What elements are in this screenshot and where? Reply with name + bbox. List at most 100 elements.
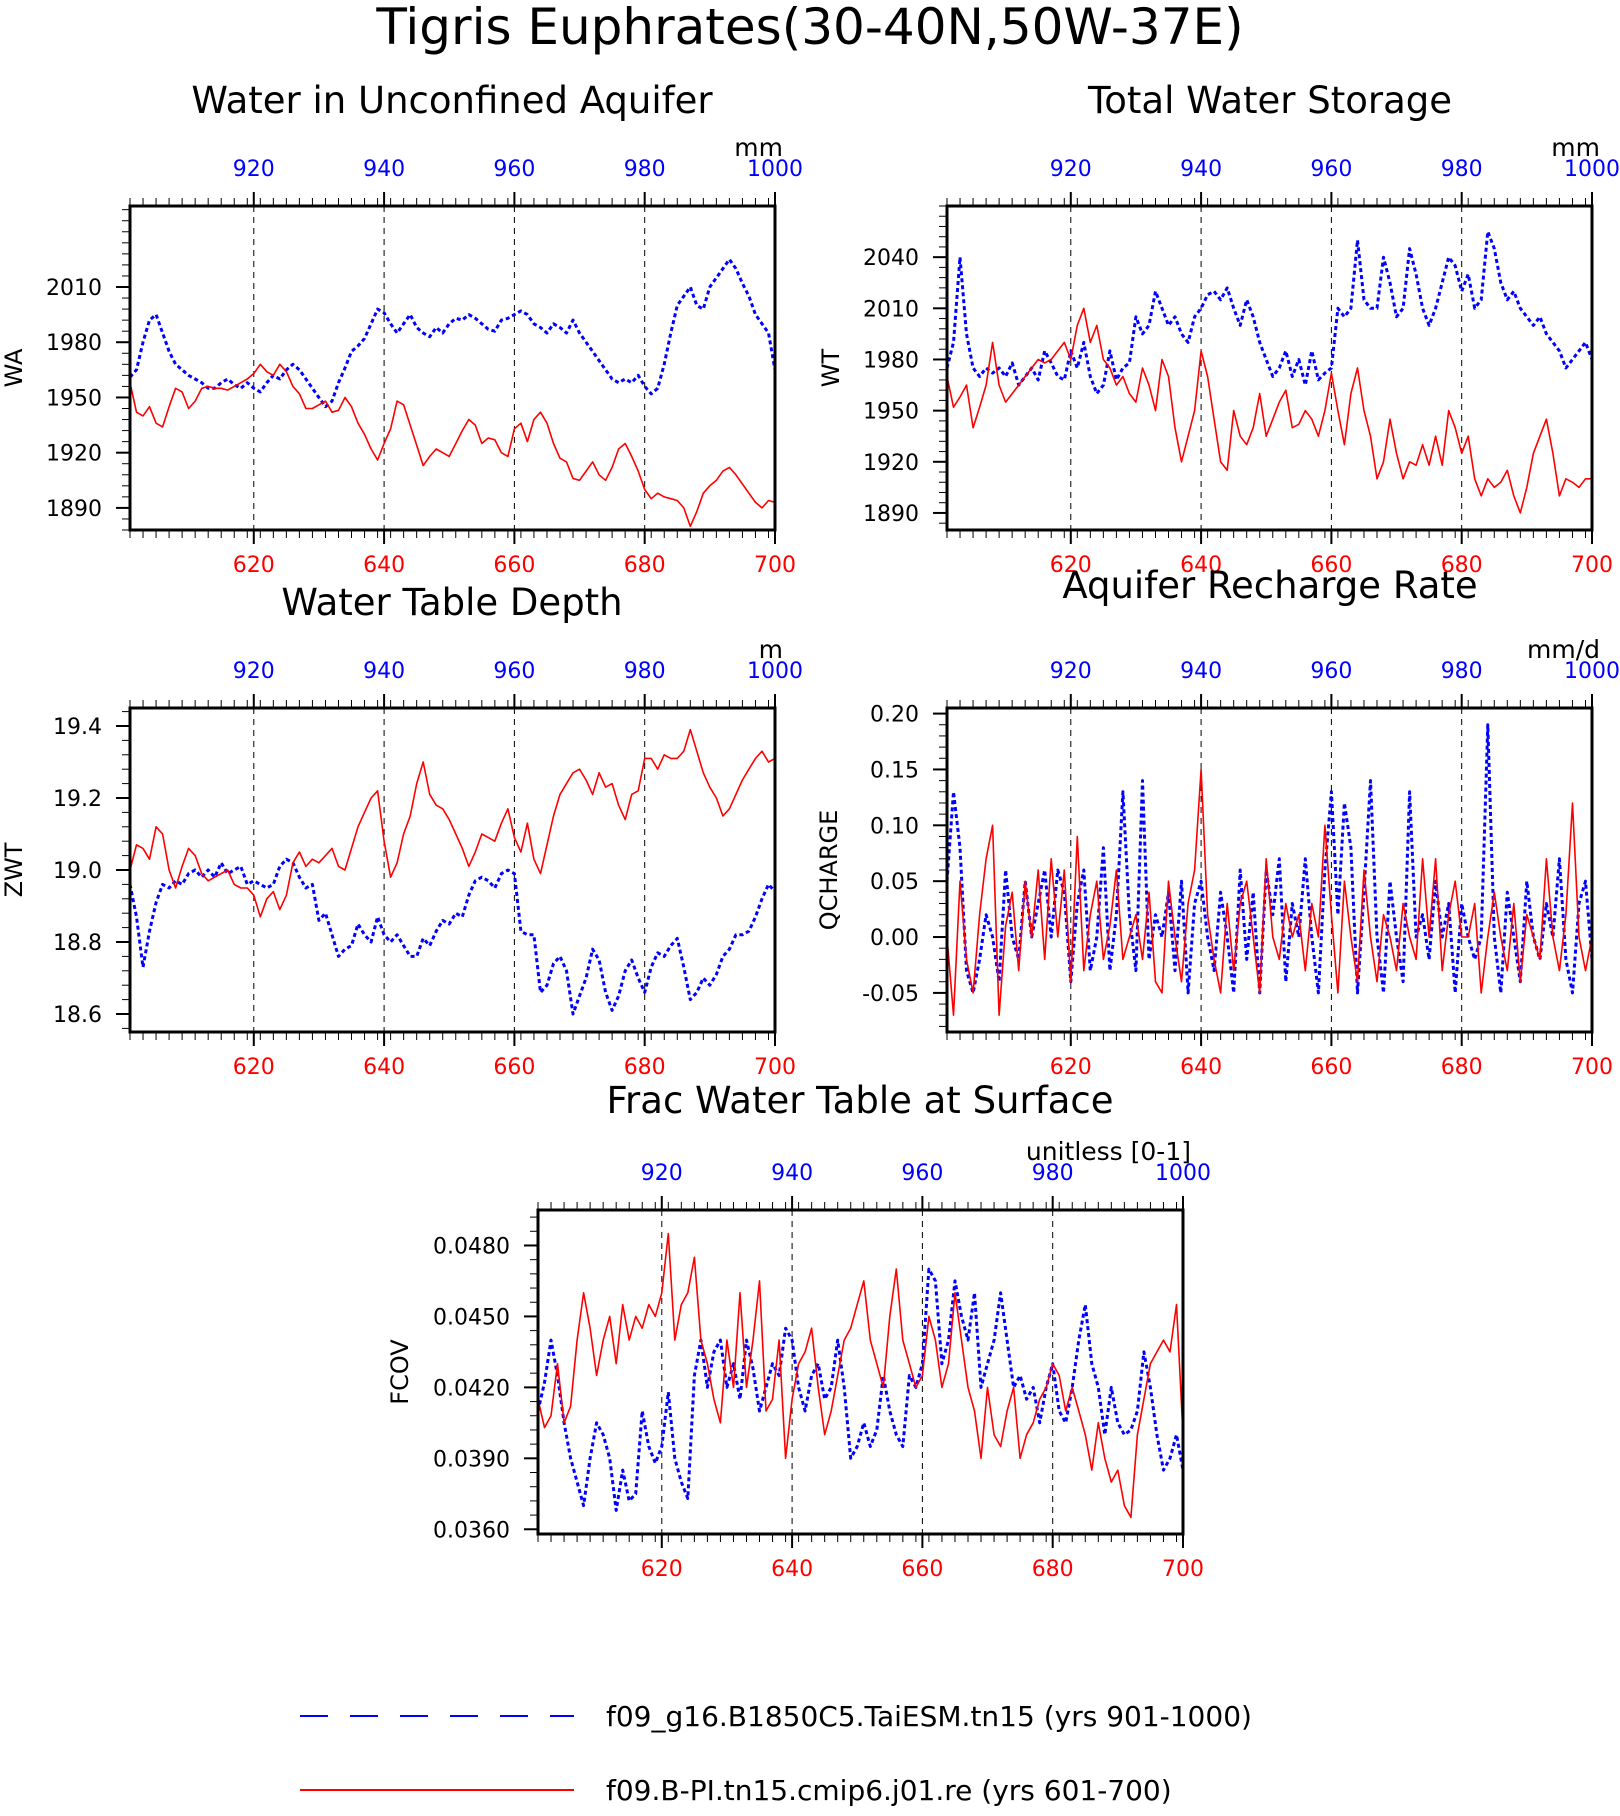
tick-label-bottom: 620 <box>1050 1055 1092 1080</box>
tick-label-top: 1000 <box>747 659 803 684</box>
tick-label-top: 980 <box>624 659 666 684</box>
tick-label-left: 1950 <box>863 400 919 425</box>
tick-label-bottom: 640 <box>1180 553 1222 578</box>
tick-label-top: 920 <box>1050 659 1092 684</box>
tick-label-top: 920 <box>1050 157 1092 182</box>
tick-label-top: 1000 <box>747 157 803 182</box>
tick-label-left: 19.4 <box>53 715 102 740</box>
legend: f09_g16.B1850C5.TaiESM.tn15 (yrs 901-100… <box>300 1700 1252 1807</box>
y-axis-label: FCOV <box>386 1339 414 1405</box>
tick-label-left: 0.15 <box>870 758 919 783</box>
series-line-blue <box>128 857 777 1016</box>
tick-label-bottom: 640 <box>363 1055 405 1080</box>
tick-label-left: 1980 <box>46 331 102 356</box>
tick-label-bottom: 700 <box>754 1055 796 1080</box>
tick-label-top: 980 <box>1032 1161 1074 1186</box>
panel-title: Water Table Depth <box>281 581 622 624</box>
panel-title: Frac Water Table at Surface <box>606 1079 1113 1122</box>
plot-frame <box>945 204 1594 532</box>
y-axis-label: ZWT <box>0 842 28 897</box>
y-axis-label: WA <box>0 348 28 387</box>
tick-label-top: 980 <box>1441 659 1483 684</box>
panel-2: Total Water Storage mm 620 640 660 680 700 920 9… <box>817 79 1620 578</box>
panel-units: m <box>759 635 783 664</box>
tick-label-top: 960 <box>1310 157 1352 182</box>
tick-label-bottom: 680 <box>1441 1055 1483 1080</box>
tick-label-left: 1890 <box>863 502 919 527</box>
panel-title: Aquifer Recharge Rate <box>1062 564 1477 607</box>
panel-title: Water in Unconfined Aquifer <box>191 79 713 122</box>
tick-label-left: 0.0420 <box>433 1376 510 1401</box>
y-axis-label: QCHARGE <box>815 810 843 931</box>
chart-panels: Water in Unconfined Aquifer mm 620 640 660 68… <box>0 79 1620 1582</box>
tick-label-left: 0.0480 <box>433 1234 510 1259</box>
tick-label-top: 960 <box>493 157 535 182</box>
tick-label-left: 1920 <box>46 442 102 467</box>
tick-label-bottom: 640 <box>363 553 405 578</box>
tick-label-left: 2040 <box>863 246 919 271</box>
panel-1: Water in Unconfined Aquifer mm 620 640 660 68… <box>0 79 803 578</box>
series-line-blue <box>128 257 777 409</box>
tick-label-top: 1000 <box>1155 1161 1211 1186</box>
tick-label-left: 0.0390 <box>433 1447 510 1472</box>
series-line-red <box>946 768 1593 1017</box>
tick-label-left: 2010 <box>863 297 919 322</box>
tick-label-left: 0.00 <box>870 926 919 951</box>
tick-label-left: 0.20 <box>870 703 919 728</box>
series-line-red <box>537 1232 1184 1519</box>
tick-label-bottom: 700 <box>1162 1557 1204 1582</box>
tick-label-left: 1890 <box>46 497 102 522</box>
panel-5: Frac Water Table at Surface unitless [0-1… <box>386 1079 1211 1582</box>
tick-label-bottom: 680 <box>1441 553 1483 578</box>
tick-label-top: 980 <box>624 157 666 182</box>
tick-label-bottom: 700 <box>1571 553 1613 578</box>
tick-label-bottom: 700 <box>754 553 796 578</box>
panel-units: mm/d <box>1527 635 1600 664</box>
y-axis-label: WT <box>817 348 845 387</box>
tick-label-bottom: 660 <box>493 1055 535 1080</box>
tick-label-top: 940 <box>363 157 405 182</box>
tick-label-left: 2010 <box>46 276 102 301</box>
panel-units: mm <box>734 133 783 162</box>
legend-label-red: f09.B-PI.tn15.cmip6.j01.re (yrs 601-700) <box>606 1774 1172 1807</box>
tick-label-top: 1000 <box>1564 157 1620 182</box>
tick-label-bottom: 680 <box>624 1055 666 1080</box>
tick-label-bottom: 640 <box>1180 1055 1222 1080</box>
panel-title: Total Water Storage <box>1087 79 1452 122</box>
tick-label-top: 960 <box>493 659 535 684</box>
tick-label-top: 920 <box>233 659 275 684</box>
tick-label-left: 0.0450 <box>433 1305 510 1330</box>
plot-frame <box>128 204 777 532</box>
panel-4: Aquifer Recharge Rate mm/d 620 640 660 680 700… <box>815 564 1620 1080</box>
tick-label-bottom: 660 <box>1310 1055 1352 1080</box>
series-line-red <box>946 307 1592 514</box>
tick-label-top: 920 <box>233 157 275 182</box>
tick-label-left: 0.10 <box>870 814 919 839</box>
tick-label-left: 1920 <box>863 451 919 476</box>
tick-label-top: 940 <box>1180 157 1222 182</box>
tick-label-top: 960 <box>1310 659 1352 684</box>
tick-label-left: 1980 <box>863 348 919 373</box>
tick-label-left: 19.2 <box>53 787 102 812</box>
tick-label-bottom: 620 <box>1050 553 1092 578</box>
tick-label-left: 18.6 <box>53 1003 102 1028</box>
plot-frame <box>945 706 1594 1034</box>
series-line-red <box>129 363 776 528</box>
tick-label-bottom: 660 <box>901 1557 943 1582</box>
panel-units: mm <box>1551 133 1600 162</box>
tick-label-left: 0.0360 <box>433 1518 510 1543</box>
tick-label-left: 18.8 <box>53 931 102 956</box>
tick-label-bottom: 620 <box>641 1557 683 1582</box>
tick-label-bottom: 680 <box>1032 1557 1074 1582</box>
plot-frame <box>536 1208 1185 1536</box>
tick-label-top: 940 <box>771 1161 813 1186</box>
tick-label-top: 940 <box>363 659 405 684</box>
tick-label-bottom: 660 <box>1310 553 1352 578</box>
tick-label-left: -0.05 <box>862 982 919 1007</box>
tick-label-top: 920 <box>641 1161 683 1186</box>
series-line-red <box>129 728 776 918</box>
plot-frame <box>128 706 777 1034</box>
tick-label-left: 0.05 <box>870 870 919 895</box>
tick-label-top: 960 <box>901 1161 943 1186</box>
